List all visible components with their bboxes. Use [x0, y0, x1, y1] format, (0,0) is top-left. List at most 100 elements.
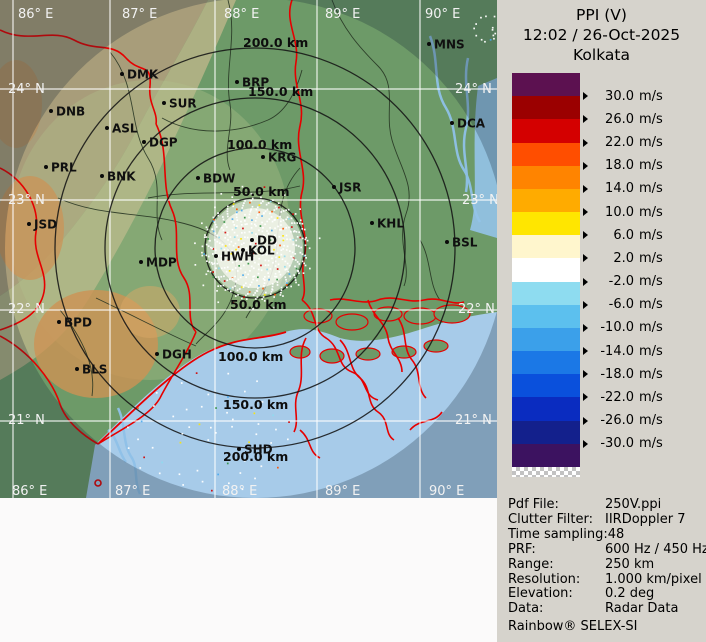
station-bsl: BSL — [445, 236, 478, 250]
svg-text:BRP: BRP — [242, 76, 269, 90]
meta-label: Time sampling: — [508, 526, 608, 542]
sea-bay-of-bengal — [86, 312, 497, 498]
legend-tick: -10.0 m/s — [583, 320, 663, 336]
bottom-margin — [0, 498, 497, 642]
legend-tick: 22.0 m/s — [583, 135, 663, 151]
tick-unit: m/s — [639, 227, 663, 243]
legend-band-8 — [512, 258, 580, 282]
tick-arrow-icon — [583, 208, 588, 217]
svg-text:KRG: KRG — [268, 151, 296, 165]
tick-arrow-icon — [583, 347, 588, 356]
grid-label: 90° E — [429, 484, 464, 498]
tick-arrow-icon — [583, 138, 588, 147]
meta-row: Resolution: 1.000 km/pixel — [508, 572, 704, 588]
svg-text:BDW: BDW — [203, 172, 235, 186]
tick-value: 2.0 — [613, 250, 634, 266]
tick-value: 10.0 — [605, 204, 634, 220]
meta-label: Elevation: — [508, 586, 573, 602]
svg-text:ASL: ASL — [112, 122, 138, 136]
meta-label: Range: — [508, 556, 554, 572]
transparency-checker — [512, 467, 580, 477]
legend-band-15 — [512, 420, 580, 444]
grid-label: 23° N — [462, 193, 497, 208]
meta-value: 0.2 deg — [605, 586, 655, 602]
meta-label: PRF: — [508, 541, 536, 557]
svg-text:SUR: SUR — [169, 97, 197, 111]
tick-unit: m/s — [639, 88, 663, 104]
tick-arrow-icon — [583, 277, 588, 286]
legend-tick: -2.0 m/s — [583, 274, 663, 290]
river-patch — [470, 78, 497, 238]
svg-text:JSD: JSD — [33, 218, 57, 232]
legend-tick: -30.0 m/s — [583, 436, 663, 452]
tick-value: -2.0 — [608, 274, 634, 290]
station-dmk: DMK — [120, 68, 159, 82]
range-ring-labels: 200.0 km 150.0 km 100.0 km 50.0 km 50.0 km 10… — [218, 35, 313, 464]
station-dd: DD — [250, 234, 277, 248]
station-shd: SHD — [237, 443, 273, 457]
tick-unit: m/s — [639, 413, 663, 429]
tick-arrow-icon — [583, 231, 588, 240]
ring-label: 50.0 km — [233, 184, 290, 199]
svg-text:DD: DD — [257, 234, 277, 248]
station-hwh: HWH — [214, 250, 254, 264]
meta-label: Clutter Filter: — [508, 511, 593, 527]
station-markers: MNS DMK BRP SUR DNB DCA ASL DGP KRG PRL BNK BDW JSR K… — [27, 38, 486, 457]
tick-arrow-icon — [583, 254, 588, 263]
meta-row: Elevation: 0.2 deg — [508, 586, 704, 602]
legend-band-1 — [512, 96, 580, 120]
tick-value: -30.0 — [600, 436, 634, 452]
meta-label: Data: — [508, 601, 544, 617]
grid-label: 87° E — [115, 484, 150, 498]
ring-label: 100.0 km — [227, 137, 292, 152]
grid-label: 24° N — [8, 82, 45, 97]
svg-text:DNB: DNB — [56, 105, 85, 119]
legend-tick: 26.0 m/s — [583, 111, 663, 127]
tick-arrow-icon — [583, 323, 588, 332]
tick-unit: m/s — [639, 389, 663, 405]
radar-map-viewport[interactable]: 200.0 km 150.0 km 100.0 km 50.0 km 50.0 km 10… — [0, 0, 505, 499]
tick-value: -10.0 — [600, 320, 634, 336]
tick-arrow-icon — [583, 370, 588, 379]
tick-unit: m/s — [639, 436, 663, 452]
ring-label: 200.0 km — [243, 35, 308, 50]
grid-label: 22° N — [458, 302, 495, 317]
grid-label: 23° N — [8, 193, 45, 208]
info-panel: PPI (V) 12:02 / 26-Oct-2025 Kolkata 30.0… — [497, 0, 706, 642]
legend-band-0 — [512, 73, 580, 97]
svg-text:PRL: PRL — [51, 161, 77, 175]
legend-band-9 — [512, 281, 580, 305]
grid-label: 89° E — [325, 484, 360, 498]
legend-band-3 — [512, 142, 580, 166]
tick-arrow-icon — [583, 393, 588, 402]
svg-text:BPD: BPD — [64, 316, 92, 330]
legend-tick: -26.0 m/s — [583, 413, 663, 429]
grid-label: 24° N — [455, 82, 492, 97]
legend-tick: 30.0 m/s — [583, 88, 663, 104]
product-title: PPI (V) — [576, 6, 627, 24]
radar-echo — [127, 15, 497, 492]
title-block: PPI (V) 12:02 / 26-Oct-2025 Kolkata — [497, 5, 706, 65]
grid-label: 86° E — [12, 484, 47, 498]
color-scale-ticks: 30.0 m/s 26.0 m/s 22.0 m/s 18.0 m/s 14.0 m/s 10.0 m… — [583, 0, 703, 480]
ring-label: 200.0 km — [223, 449, 288, 464]
state-borders — [0, 0, 465, 487]
meta-row: Range: 250 km — [508, 556, 704, 573]
station-asl: ASL — [105, 122, 138, 136]
meta-value: Radar Data — [605, 601, 679, 617]
radar-map: 200.0 km 150.0 km 100.0 km 50.0 km 50.0 km 10… — [0, 0, 505, 499]
station-mns: MNS — [427, 38, 465, 52]
district-borders — [57, 0, 441, 397]
legend-band-11 — [512, 327, 580, 352]
station-dca: DCA — [450, 117, 486, 131]
legend-tick: 14.0 m/s — [583, 181, 663, 197]
meta-value: IIRDoppler 7 — [605, 511, 686, 527]
tick-unit: m/s — [639, 158, 663, 174]
station-jsr: JSR — [332, 181, 361, 195]
legend-band-13 — [512, 374, 580, 398]
svg-text:DGH: DGH — [162, 348, 192, 362]
legend-band-2 — [512, 119, 580, 143]
legend-band-14 — [512, 397, 580, 421]
meta-row: Data: Radar Data — [508, 601, 704, 617]
